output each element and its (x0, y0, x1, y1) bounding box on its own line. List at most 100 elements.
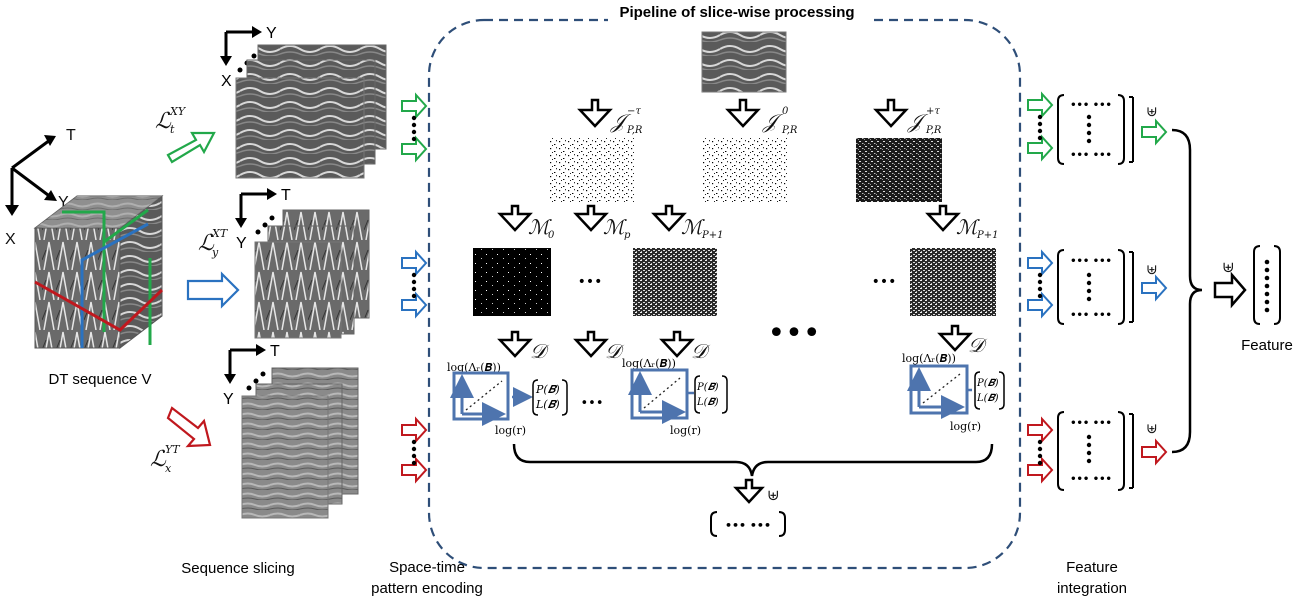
svg-text:P(𝑩): P(𝑩) (696, 382, 719, 393)
svg-text:P+1: P+1 (701, 230, 723, 241)
svg-text:⊎: ⊎ (1146, 104, 1158, 120)
svg-text:log(r): log(r) (670, 424, 701, 437)
final-concat: ⊎ (1213, 258, 1247, 309)
op-d-3: 𝒟 (659, 330, 711, 363)
fractal-plot-1: log(Λᵣ(𝑩)) log(r) P(𝑩) L(𝑩) (447, 361, 568, 437)
arrow-xt (186, 271, 240, 309)
pattern-image-j-plus (856, 138, 942, 202)
stage-label-encoding-1: Space-time (389, 559, 465, 576)
svg-text:log(r): log(r) (950, 420, 981, 433)
slice-stack-yt: T Y (223, 343, 359, 519)
svg-text:••• •••: ••• ••• (1070, 150, 1112, 161)
svg-text:L(𝑩): L(𝑩) (535, 398, 560, 411)
stage-label-integration-1: Feature (1066, 559, 1118, 576)
mask-image-mp1 (910, 248, 996, 316)
svg-text:𝒟: 𝒟 (691, 339, 711, 363)
mask-image-mp (633, 248, 717, 316)
pipeline-output-vector: ••• ••• (710, 511, 786, 537)
axes-icon-main: T Y X (5, 127, 76, 248)
svg-text:𝒟: 𝒟 (530, 339, 550, 363)
op-mp: ℳ p (573, 204, 631, 241)
svg-text:log(Λᵣ(𝑩)): log(Λᵣ(𝑩)) (622, 357, 676, 370)
svg-text:X: X (221, 73, 232, 90)
axis-t-label: T (66, 127, 76, 144)
svg-text:ℒ: ℒ (198, 231, 215, 256)
svg-text:P(𝑩): P(𝑩) (976, 378, 999, 389)
op-j-plus: 𝒥 +τ P,R (873, 98, 942, 136)
svg-text:𝒥: 𝒥 (762, 109, 784, 133)
pattern-image-j-zero (702, 138, 788, 202)
svg-text:••• •••: ••• ••• (725, 519, 771, 532)
svg-text:P,R: P,R (925, 125, 942, 136)
stage-label-integration-2: integration (1057, 580, 1127, 597)
svg-text:Y: Y (266, 25, 277, 42)
pipeline-brace (512, 443, 994, 477)
slice-stack-xt: T Y (235, 187, 370, 339)
input-frame (701, 31, 787, 93)
mask-image-m0 (473, 248, 551, 316)
op-j-minus: 𝒥 −τ P,R (577, 98, 643, 136)
op-l-xt: ℒ XT y (198, 227, 229, 259)
svg-text:••• •••: ••• ••• (1070, 418, 1112, 429)
svg-text:T: T (270, 343, 280, 360)
svg-text:𝒟: 𝒟 (605, 339, 625, 363)
svg-text:ℳ: ℳ (681, 215, 705, 239)
svg-text:⊎: ⊎ (1146, 262, 1158, 278)
svg-text:L(𝑩): L(𝑩) (976, 393, 999, 404)
svg-text:T: T (281, 187, 291, 204)
svg-text:0: 0 (548, 230, 555, 241)
fractal-plot-2: log(Λᵣ(𝑩)) log(r) P(𝑩) L(𝑩) (622, 357, 728, 437)
ellipsis-m1: ••• (578, 274, 603, 290)
svg-text:p: p (624, 230, 631, 241)
svg-text:log(Λᵣ(𝑩)): log(Λᵣ(𝑩)) (902, 352, 956, 365)
svg-text:ℒ: ℒ (150, 447, 167, 472)
axis-y-label: Y (58, 194, 69, 211)
stage-label-slicing: Sequence slicing (181, 560, 294, 577)
op-d-4: 𝒟 (937, 324, 988, 357)
svg-text:+τ: +τ (926, 106, 940, 117)
op-mp1-a: ℳ P+1 (651, 204, 723, 241)
big-ellipsis: ••• (767, 316, 820, 351)
input-arrows-green (401, 92, 428, 163)
svg-text:log(Λᵣ(𝑩)): log(Λᵣ(𝑩)) (447, 361, 501, 374)
svg-text:L(𝑩): L(𝑩) (696, 397, 719, 408)
svg-text:⊎: ⊎ (1146, 421, 1158, 437)
feature-label: Feature (1241, 337, 1293, 354)
svg-text:P(𝑩): P(𝑩) (535, 383, 560, 396)
svg-text:−τ: −τ (627, 106, 641, 117)
svg-text:Y: Y (236, 235, 247, 252)
svg-text:••• •••: ••• ••• (1070, 310, 1112, 321)
pattern-image-j-minus (548, 138, 634, 202)
stage-label-encoding-2: pattern encoding (371, 580, 483, 597)
svg-text:t: t (170, 123, 175, 136)
svg-text:ℳ: ℳ (956, 215, 980, 239)
svg-text:𝒟: 𝒟 (968, 333, 988, 357)
svg-text:P+1: P+1 (976, 230, 998, 241)
op-j-zero: 𝒥 0 P,R (725, 98, 798, 136)
output-group-red: ••• ••• ••• ••• ⊎ (1027, 411, 1168, 491)
op-m0: ℳ 0 (497, 204, 555, 241)
svg-text:••• •••: ••• ••• (1070, 474, 1112, 485)
svg-text:••• •••: ••• ••• (1070, 100, 1112, 111)
op-l-yt: ℒ YT x (150, 443, 181, 475)
output-group-blue: ••• ••• ••• ••• ⊎ (1027, 249, 1168, 325)
svg-text:ℳ: ℳ (528, 215, 552, 239)
svg-text:⊎: ⊎ (767, 486, 780, 504)
svg-text:YT: YT (165, 443, 181, 456)
svg-text:••• •••: ••• ••• (1070, 256, 1112, 267)
pipeline-concat-arrow: ⊎ (733, 478, 780, 504)
svg-text:ℒ: ℒ (155, 109, 172, 134)
final-feature-vector (1253, 245, 1281, 325)
op-l-xy: ℒ XY t (155, 105, 187, 136)
ellipsis-plot: ••• (580, 396, 603, 411)
cube-label: DT sequence V (48, 371, 151, 388)
integration-brace (1171, 128, 1203, 454)
svg-text:x: x (165, 462, 172, 475)
svg-text:⊎: ⊎ (1222, 258, 1235, 276)
svg-text:XT: XT (211, 227, 229, 240)
ellipsis-m2: ••• (872, 274, 897, 290)
arrow-xy (166, 131, 216, 164)
axis-x-label: X (5, 231, 16, 248)
svg-text:ℳ: ℳ (603, 215, 627, 239)
